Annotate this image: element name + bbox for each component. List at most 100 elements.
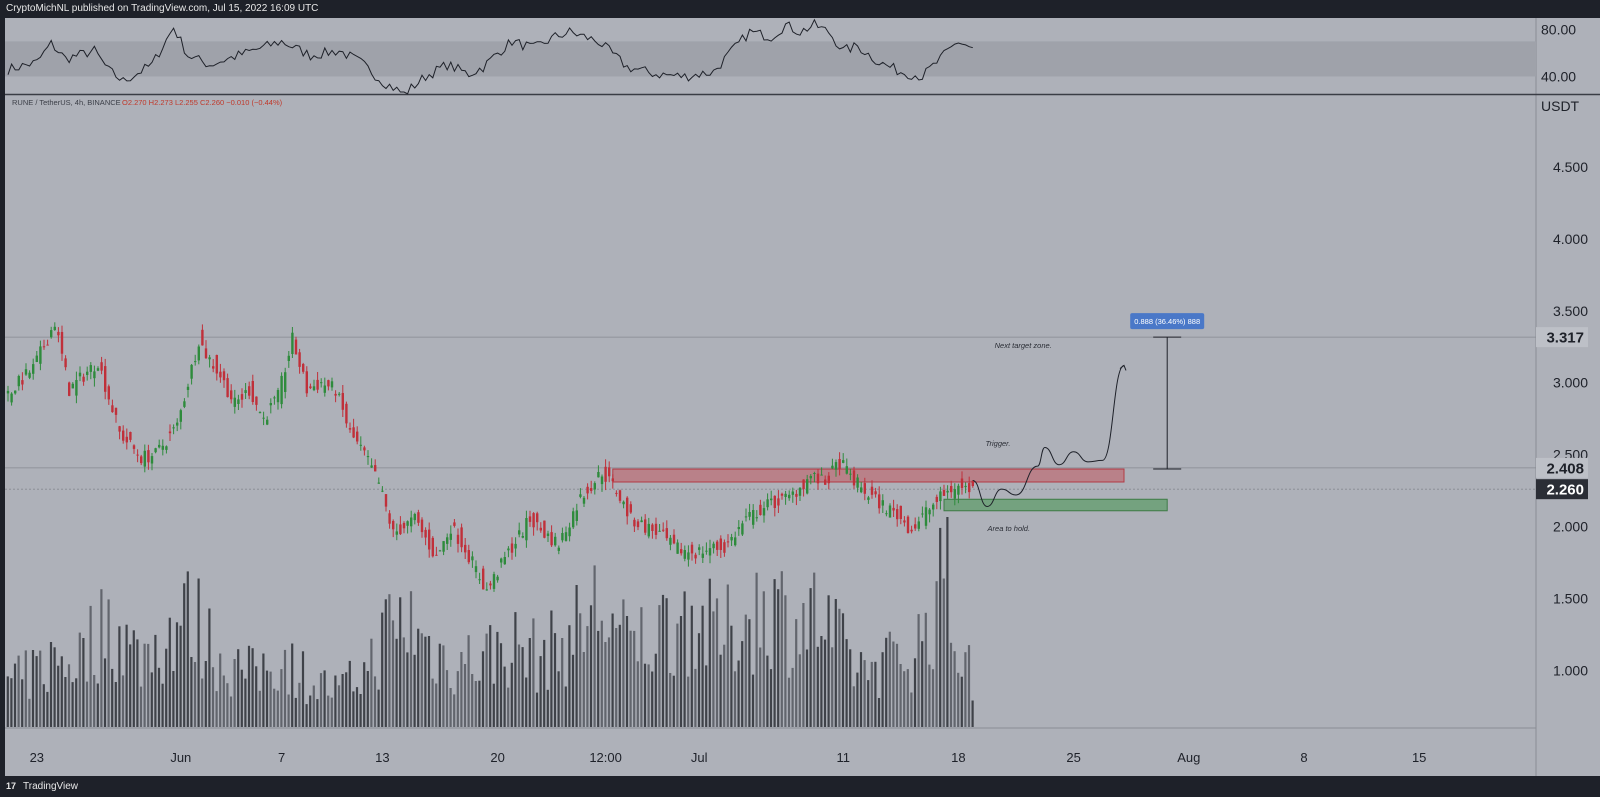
time-axis-pane[interactable]	[5, 728, 1600, 776]
price-axis-pane[interactable]	[1536, 18, 1600, 728]
currency-label: USDT	[1541, 98, 1580, 114]
volume-bar	[229, 696, 233, 727]
candle-body	[824, 479, 827, 485]
candle-body	[316, 379, 319, 390]
candle-body	[190, 364, 193, 379]
volume-bar	[503, 666, 506, 727]
candle-body	[89, 365, 92, 372]
volume-bar	[481, 651, 485, 727]
candle-body	[892, 507, 895, 511]
candle-body	[528, 516, 532, 522]
volume-bar	[193, 662, 197, 727]
volume-bar	[759, 647, 762, 727]
volume-bar	[816, 646, 819, 727]
volume-bar	[125, 624, 128, 727]
candle-body	[312, 386, 316, 391]
time-tick-label: 20	[490, 750, 504, 765]
volume-bar	[147, 643, 150, 727]
tradingview-brand[interactable]: TradingView	[23, 781, 79, 792]
axis-labels: 4.5004.0003.5003.0002.5002.0001.5001.000…	[30, 159, 1589, 765]
volume-bar	[247, 645, 251, 727]
volume-bar	[294, 697, 297, 727]
candle-body	[28, 372, 31, 378]
candle-body	[917, 521, 920, 529]
volume-bar	[456, 671, 459, 727]
candle-body	[716, 541, 719, 550]
volume-bar	[28, 698, 31, 727]
volume-bar	[111, 668, 114, 727]
candle-body	[255, 396, 258, 405]
candle-body	[939, 491, 942, 502]
candle-body	[608, 467, 611, 477]
candle-body	[554, 536, 557, 546]
volume-bar	[705, 665, 708, 727]
candle-body	[377, 482, 380, 484]
candle-body	[629, 504, 632, 513]
volume-bar	[334, 675, 337, 727]
candle-body	[482, 568, 485, 590]
candle-body	[820, 474, 823, 476]
candle-body	[179, 410, 182, 422]
volume-bar	[820, 636, 823, 727]
candle-body	[359, 444, 362, 446]
volume-bar	[67, 664, 71, 727]
rsi-indicator: 80.00 40.00	[5, 18, 1576, 95]
candle-body	[291, 332, 294, 354]
volume-bar	[330, 697, 333, 727]
candle-body	[795, 493, 798, 497]
volume-bar	[96, 683, 99, 727]
price-tick-label: 1.000	[1553, 662, 1588, 678]
volume-bar	[957, 672, 960, 727]
candle-body	[618, 490, 622, 501]
volume-bar	[75, 678, 78, 727]
volume-bar	[499, 643, 503, 727]
candle-body	[14, 390, 17, 394]
volume-bar	[870, 661, 873, 727]
volume-bar	[492, 683, 495, 727]
candle-body	[395, 531, 398, 535]
candle-body	[809, 476, 812, 479]
candle-body	[932, 504, 935, 510]
volume-bar	[337, 685, 341, 727]
candle-body	[874, 491, 877, 495]
candle-body	[924, 507, 928, 526]
candle-body	[276, 390, 280, 403]
candle-body	[114, 407, 118, 415]
price-tick-label: 3.000	[1553, 375, 1588, 391]
volume-bar	[420, 633, 423, 727]
candle-body	[644, 519, 647, 533]
candle-body	[856, 477, 859, 488]
chart[interactable]: 80.00 40.00 0.888 (36.46%) 888 Next target…	[0, 18, 1600, 776]
candle-body	[32, 364, 35, 374]
volume-bar	[211, 667, 215, 727]
candle-body	[194, 361, 197, 363]
volume-bar	[633, 630, 636, 727]
candle-body	[838, 459, 841, 469]
volume-bar	[669, 673, 672, 727]
volume-bar	[960, 676, 963, 727]
candle-body	[471, 556, 474, 561]
price-level-box	[1536, 327, 1588, 348]
volume-bar	[967, 645, 971, 727]
tradingview-logo-icon[interactable]: 17	[6, 781, 17, 791]
volume-bar	[507, 687, 510, 727]
volume-bar	[647, 664, 650, 727]
candle-body	[604, 466, 607, 482]
candle-body	[575, 510, 578, 521]
rsi-tick-label: 80.00	[1541, 22, 1576, 38]
candle-body	[294, 339, 298, 355]
volume-bar	[413, 654, 416, 727]
candle-body	[219, 371, 222, 378]
volume-bar	[312, 685, 315, 727]
candle-body	[154, 448, 157, 453]
volume-bar	[118, 626, 121, 727]
candle-body	[320, 382, 323, 384]
candle-body	[600, 476, 604, 485]
price-level-label: 2.260	[1546, 482, 1584, 499]
candle-body	[597, 472, 600, 478]
volume-bar	[568, 625, 571, 727]
candle-body	[953, 489, 956, 499]
candle-body	[492, 574, 496, 589]
volume-bar	[744, 614, 747, 727]
candle-body	[593, 483, 596, 490]
